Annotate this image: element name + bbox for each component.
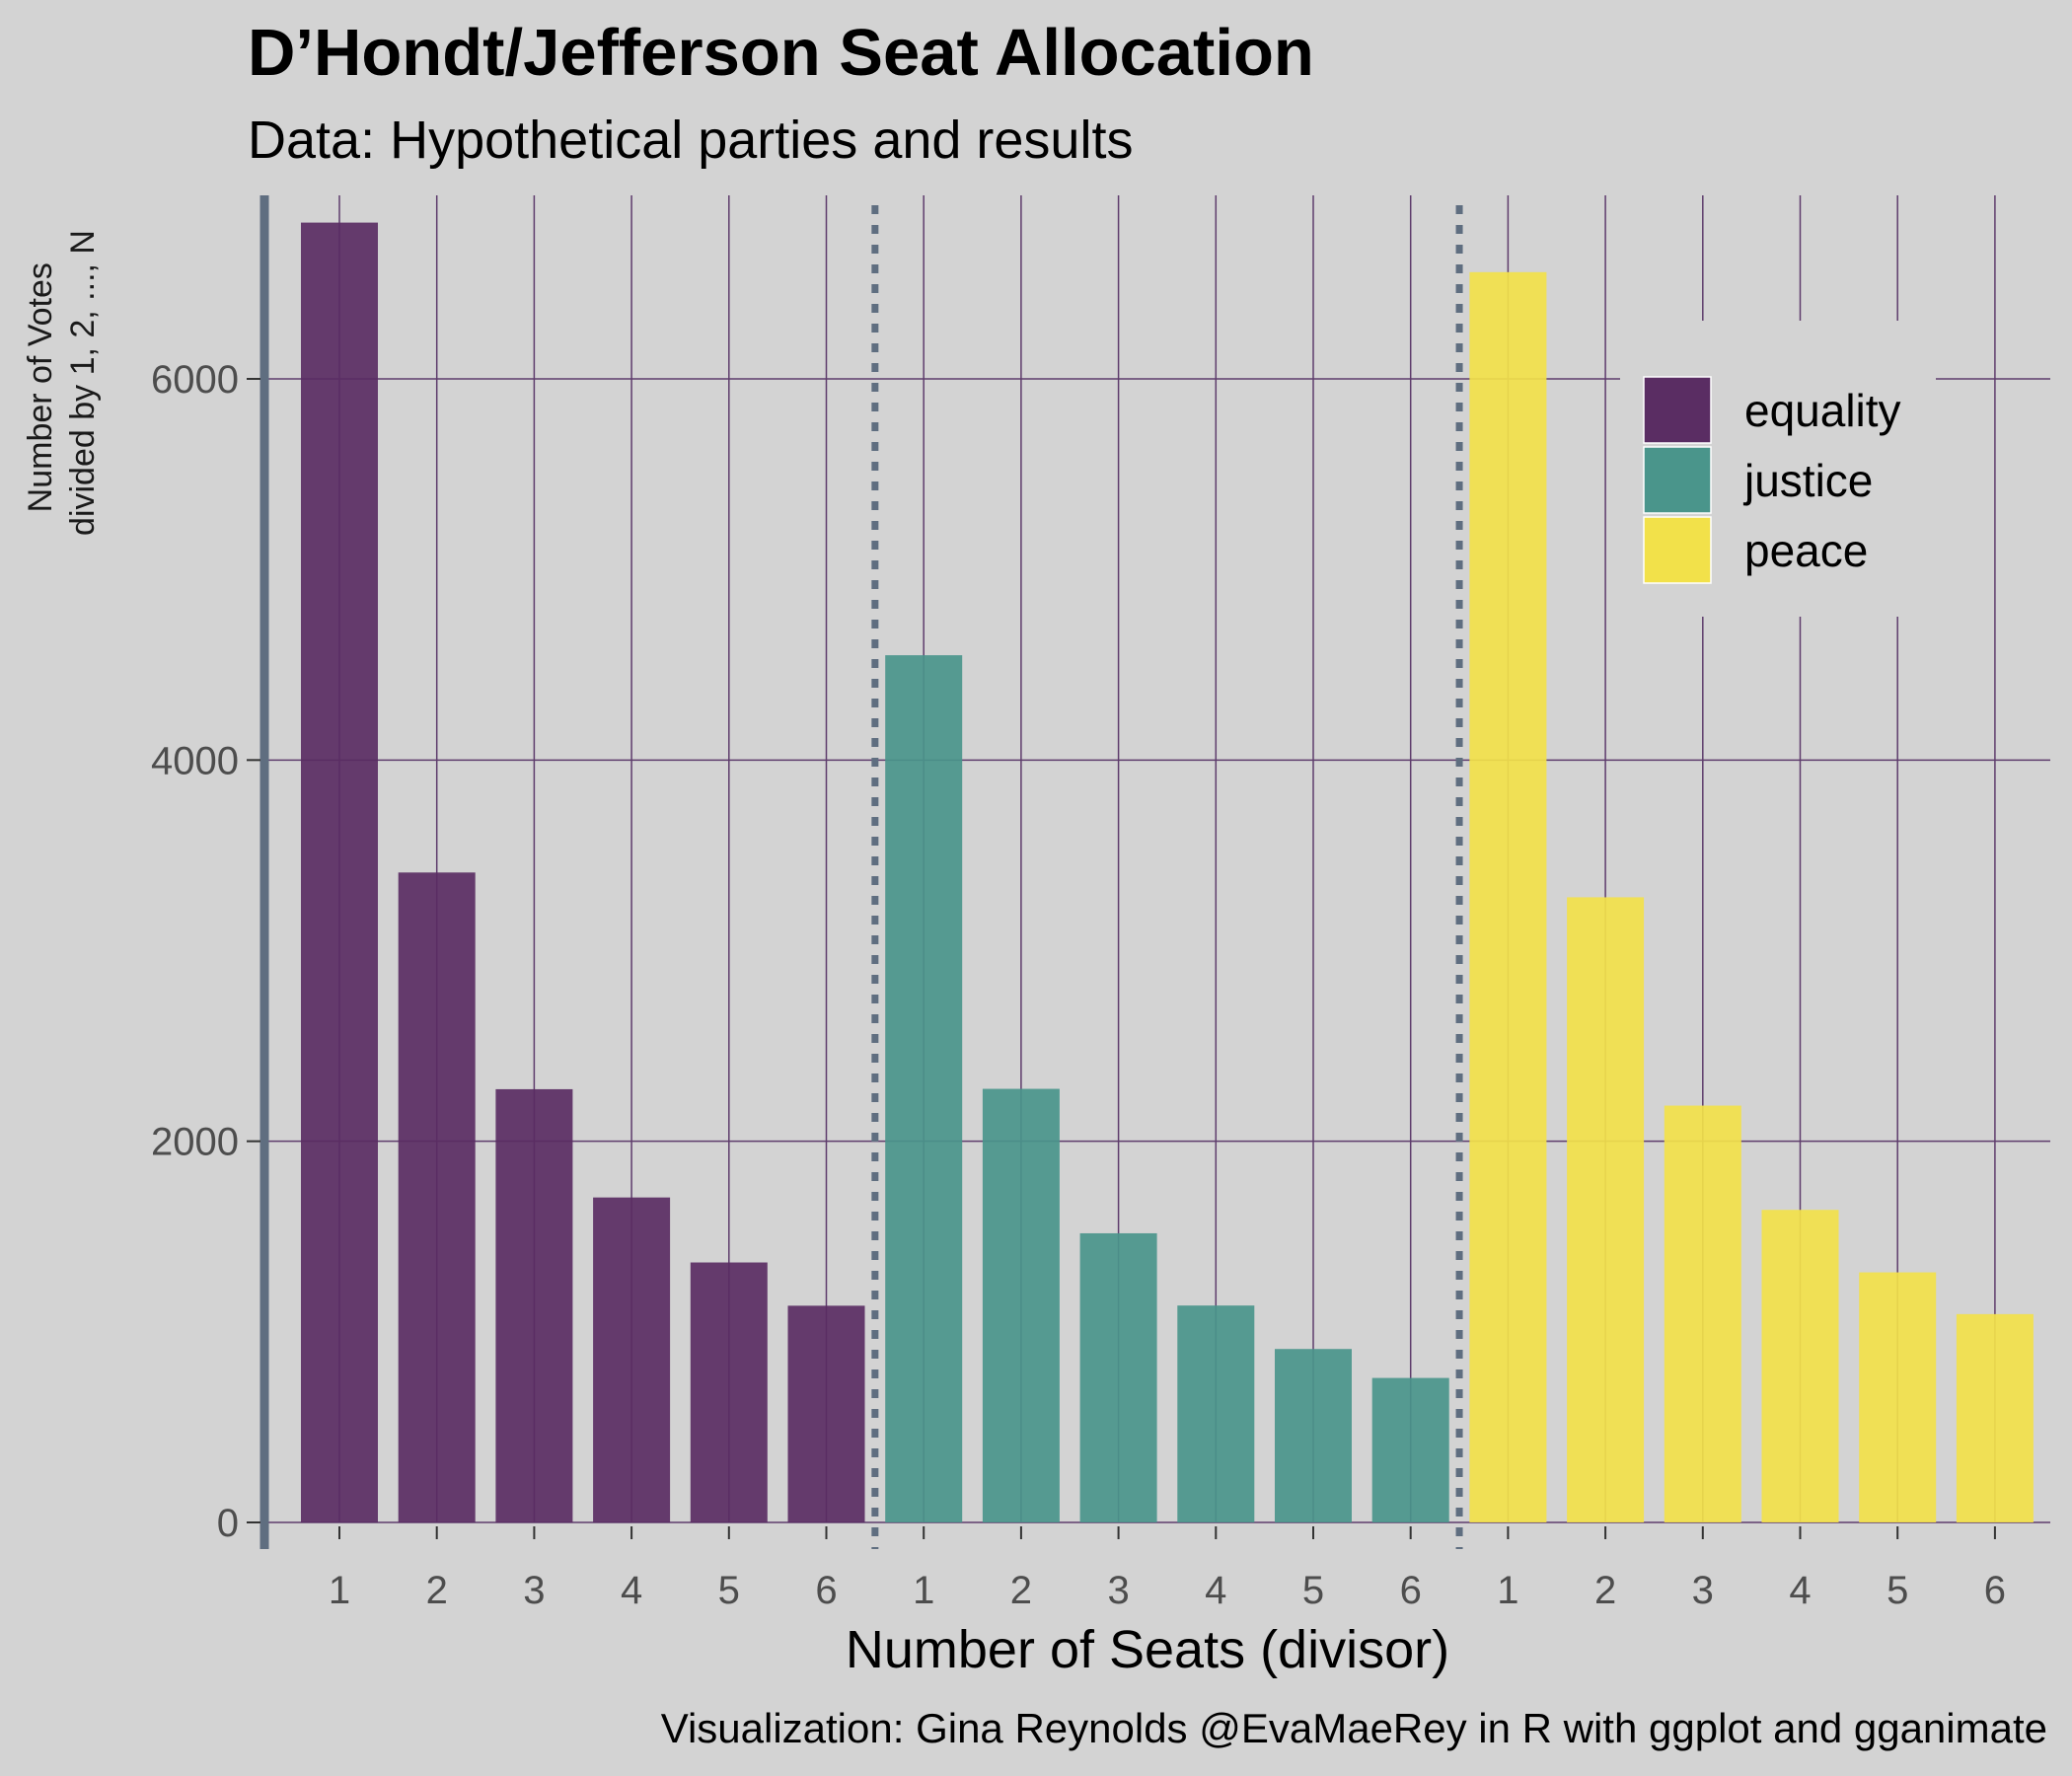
legend-swatch-equality [1643, 376, 1712, 444]
bar-equality-1 [301, 222, 378, 1523]
x-tick-label: 5 [718, 1569, 740, 1612]
bar-equality-5 [690, 1262, 768, 1522]
bar-peace-3 [1664, 1105, 1741, 1522]
y-axis-label-line-1: Number of Votes [22, 262, 59, 512]
bar-justice-1 [885, 655, 963, 1522]
x-tick-label: 4 [1205, 1569, 1226, 1612]
x-tick-label: 3 [1107, 1569, 1129, 1612]
bar-justice-2 [982, 1088, 1060, 1522]
party-separators [871, 205, 1463, 1549]
y-tick-label: 0 [217, 1502, 239, 1545]
legend-swatch-peace [1643, 516, 1712, 584]
x-tick-label: 2 [1594, 1569, 1616, 1612]
x-tick-label: 2 [1010, 1569, 1032, 1612]
bars [301, 222, 2034, 1523]
x-tick-label: 5 [1302, 1569, 1324, 1612]
legend: equality justice peace [1620, 321, 1936, 617]
x-tick-label: 3 [1692, 1569, 1714, 1612]
bar-justice-5 [1275, 1349, 1352, 1522]
bar-equality-6 [787, 1305, 865, 1522]
bar-peace-5 [1859, 1272, 1937, 1522]
x-tick-label: 1 [329, 1569, 350, 1612]
chart-caption: Visualization: Gina Reynolds @EvaMaeRey … [661, 1705, 2047, 1751]
legend-label-justice: justice [1742, 455, 1873, 506]
x-tick-label: 6 [1984, 1569, 2006, 1612]
x-tick-label: 4 [621, 1569, 642, 1612]
y-tick-label: 4000 [151, 739, 239, 782]
legend-swatch-justice [1643, 446, 1712, 514]
legend-label-peace: peace [1744, 525, 1868, 576]
bar-peace-1 [1469, 271, 1547, 1522]
bar-justice-6 [1371, 1377, 1449, 1522]
chart-title: D’Hondt/Jefferson Seat Allocation [248, 16, 1314, 90]
bar-equality-2 [398, 872, 476, 1522]
x-tick-label: 5 [1887, 1569, 1908, 1612]
y-axis-label: Number of Votes divided by 1, 2, ..., N [22, 230, 102, 536]
x-tick-label: 4 [1789, 1569, 1811, 1612]
x-axis-label: Number of Seats (divisor) [846, 1620, 1449, 1679]
bar-justice-3 [1079, 1232, 1157, 1522]
bar-equality-4 [593, 1197, 671, 1522]
bar-peace-4 [1761, 1210, 1839, 1522]
y-tick-label: 2000 [151, 1121, 239, 1164]
x-axis-ticks: 1 2 3 4 5 6 1 2 3 4 5 6 1 2 3 4 5 6 [329, 1526, 2006, 1612]
bar-peace-2 [1567, 897, 1645, 1522]
bar-peace-6 [1956, 1313, 2034, 1522]
x-tick-label: 6 [1400, 1569, 1422, 1612]
bar-justice-4 [1177, 1305, 1255, 1522]
x-tick-label: 2 [426, 1569, 448, 1612]
x-tick-label: 6 [815, 1569, 837, 1612]
x-tick-label: 3 [523, 1569, 545, 1612]
chart-subtitle: Data: Hypothetical parties and results [248, 111, 1133, 170]
y-axis-label-line-2: divided by 1, 2, ..., N [64, 230, 102, 536]
bar-equality-3 [495, 1088, 573, 1522]
y-axis-ticks: 0 2000 4000 6000 [151, 358, 260, 1545]
legend-label-equality: equality [1744, 385, 1901, 436]
x-tick-label: 1 [913, 1569, 934, 1612]
y-tick-label: 6000 [151, 358, 239, 402]
x-tick-label: 1 [1497, 1569, 1518, 1612]
